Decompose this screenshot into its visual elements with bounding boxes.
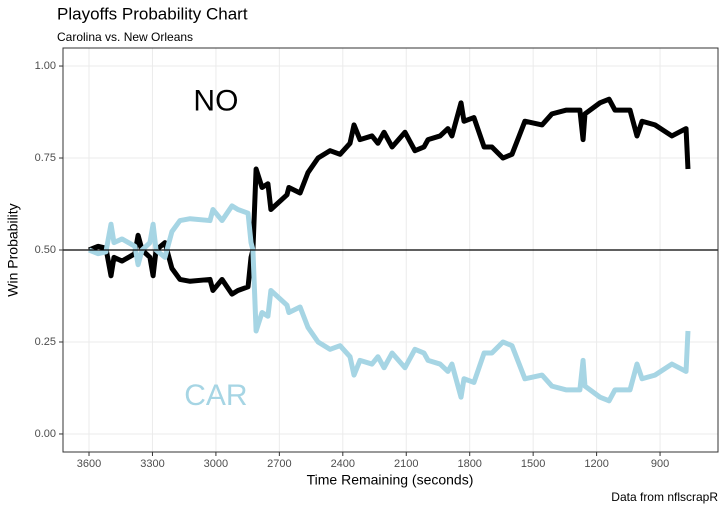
caption: Data from nflscrapR (611, 490, 718, 504)
series-annotation: NO (193, 85, 238, 118)
plot-border (62, 47, 719, 453)
x-tick-label: 3000 (204, 458, 228, 470)
x-tick-label: 2100 (394, 458, 418, 470)
x-tick-label: 3600 (77, 458, 101, 470)
y-axis-label: Win Probability (5, 203, 21, 296)
y-tick-label: 0.25 (35, 336, 56, 348)
series-line (88, 96, 691, 297)
y-tick-label: 0.75 (35, 152, 56, 164)
x-tick-label: 3300 (140, 458, 164, 470)
y-tick-label: 1.00 (35, 60, 56, 72)
x-tick-label: 1200 (584, 458, 608, 470)
x-tick-label: 1800 (457, 458, 481, 470)
x-tick-label: 2400 (331, 458, 355, 470)
x-tick-label: 2700 (267, 458, 291, 470)
chart-subtitle: Carolina vs. New Orleans (57, 30, 193, 44)
y-tick-label: 0.00 (35, 428, 56, 440)
x-tick-label: 900 (651, 458, 669, 470)
x-tick-label: 1500 (521, 458, 545, 470)
x-axis-label: Time Remaining (seconds) (307, 472, 474, 488)
series-annotation: CAR (184, 379, 247, 412)
chart-title: Playoffs Probability Chart (57, 4, 248, 23)
y-tick-label: 0.50 (35, 244, 56, 256)
series-line (88, 203, 691, 404)
